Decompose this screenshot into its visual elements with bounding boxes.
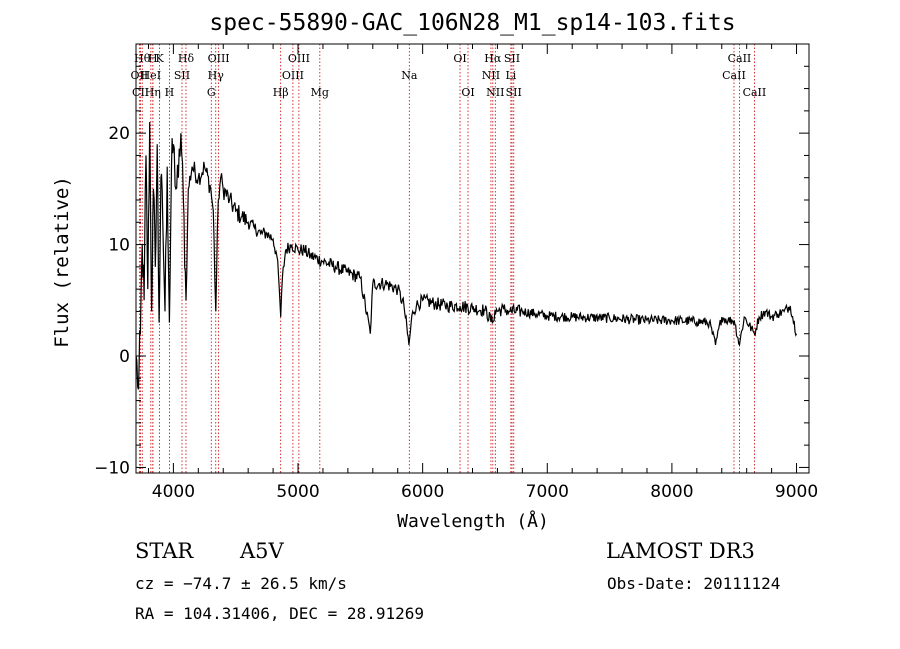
line-label-15: Hβ [273, 86, 289, 99]
y-tick-label-0: −10 [94, 458, 130, 478]
line-label-4: K [155, 52, 164, 65]
line-label-24: NII [486, 86, 504, 99]
line-label-10: OIII [208, 52, 230, 65]
line-label-1: OII [131, 69, 149, 82]
line-label-18: OI [453, 52, 466, 65]
line-label-11: Hγ [208, 69, 225, 82]
axis-ticks: 4000 5000 6000 7000 8000 9000 −10 0 10 20 [94, 43, 818, 502]
line-label-8: SII [174, 69, 190, 82]
line-label-22: NII [482, 69, 500, 82]
y-axis-label: Flux (relative) [51, 176, 73, 348]
obs-date-label: Obs-Date: 20111124 [607, 574, 781, 593]
y-tick-label-3: 20 [108, 124, 130, 144]
line-label-17: Na [401, 69, 418, 82]
spectrum-line [135, 121, 798, 390]
line-label-13: OIII [288, 52, 310, 65]
plot-frame [135, 43, 810, 474]
line-label-28: CaII [743, 86, 767, 99]
line-label-21: SII [504, 52, 520, 65]
x-axis-label: Wavelength (Å) [397, 511, 549, 532]
chart-title: spec-55890-GAC_106N28_M1_sp14-103.fits [209, 10, 736, 36]
line-label-6: Hη [145, 86, 161, 99]
x-tick-label-0: 4000 [152, 482, 195, 502]
line-label-3: H [148, 52, 158, 65]
line-label-20: Hα [484, 52, 502, 65]
x-tick-label-3: 7000 [526, 482, 569, 502]
line-label-0: Hθ [134, 52, 151, 65]
line-label-19: OI [461, 86, 474, 99]
coordinates-label: RA = 104.31406, DEC = 28.91269 [135, 604, 424, 623]
line-label-5: HeI [141, 69, 161, 82]
survey-name: LAMOST DR3 [606, 539, 755, 563]
x-tick-label-1: 5000 [276, 482, 319, 502]
line-label-16: Mg [311, 86, 329, 99]
line-label-2: CII [132, 86, 149, 99]
y-tick-label-2: 10 [108, 236, 130, 256]
redshift-label: cz = −74.7 ± 26.5 km/s [135, 574, 347, 593]
line-label-23: Li [505, 69, 516, 82]
x-tick-label-5: 9000 [775, 482, 818, 502]
x-tick-label-2: 6000 [401, 482, 444, 502]
spectral-line-markers [138, 44, 755, 473]
line-label-7: H [165, 86, 175, 99]
line-label-26: CaII [728, 52, 752, 65]
line-label-25: SII [506, 86, 522, 99]
object-subclass: A5V [240, 539, 284, 563]
object-class: STAR [135, 539, 194, 563]
line-label-27: CaII [722, 69, 746, 82]
line-label-12: G [207, 86, 216, 99]
y-tick-label-1: 0 [119, 347, 130, 367]
line-label-9: Hδ [178, 52, 195, 65]
line-label-14: OIII [282, 69, 304, 82]
x-tick-label-4: 8000 [650, 482, 693, 502]
